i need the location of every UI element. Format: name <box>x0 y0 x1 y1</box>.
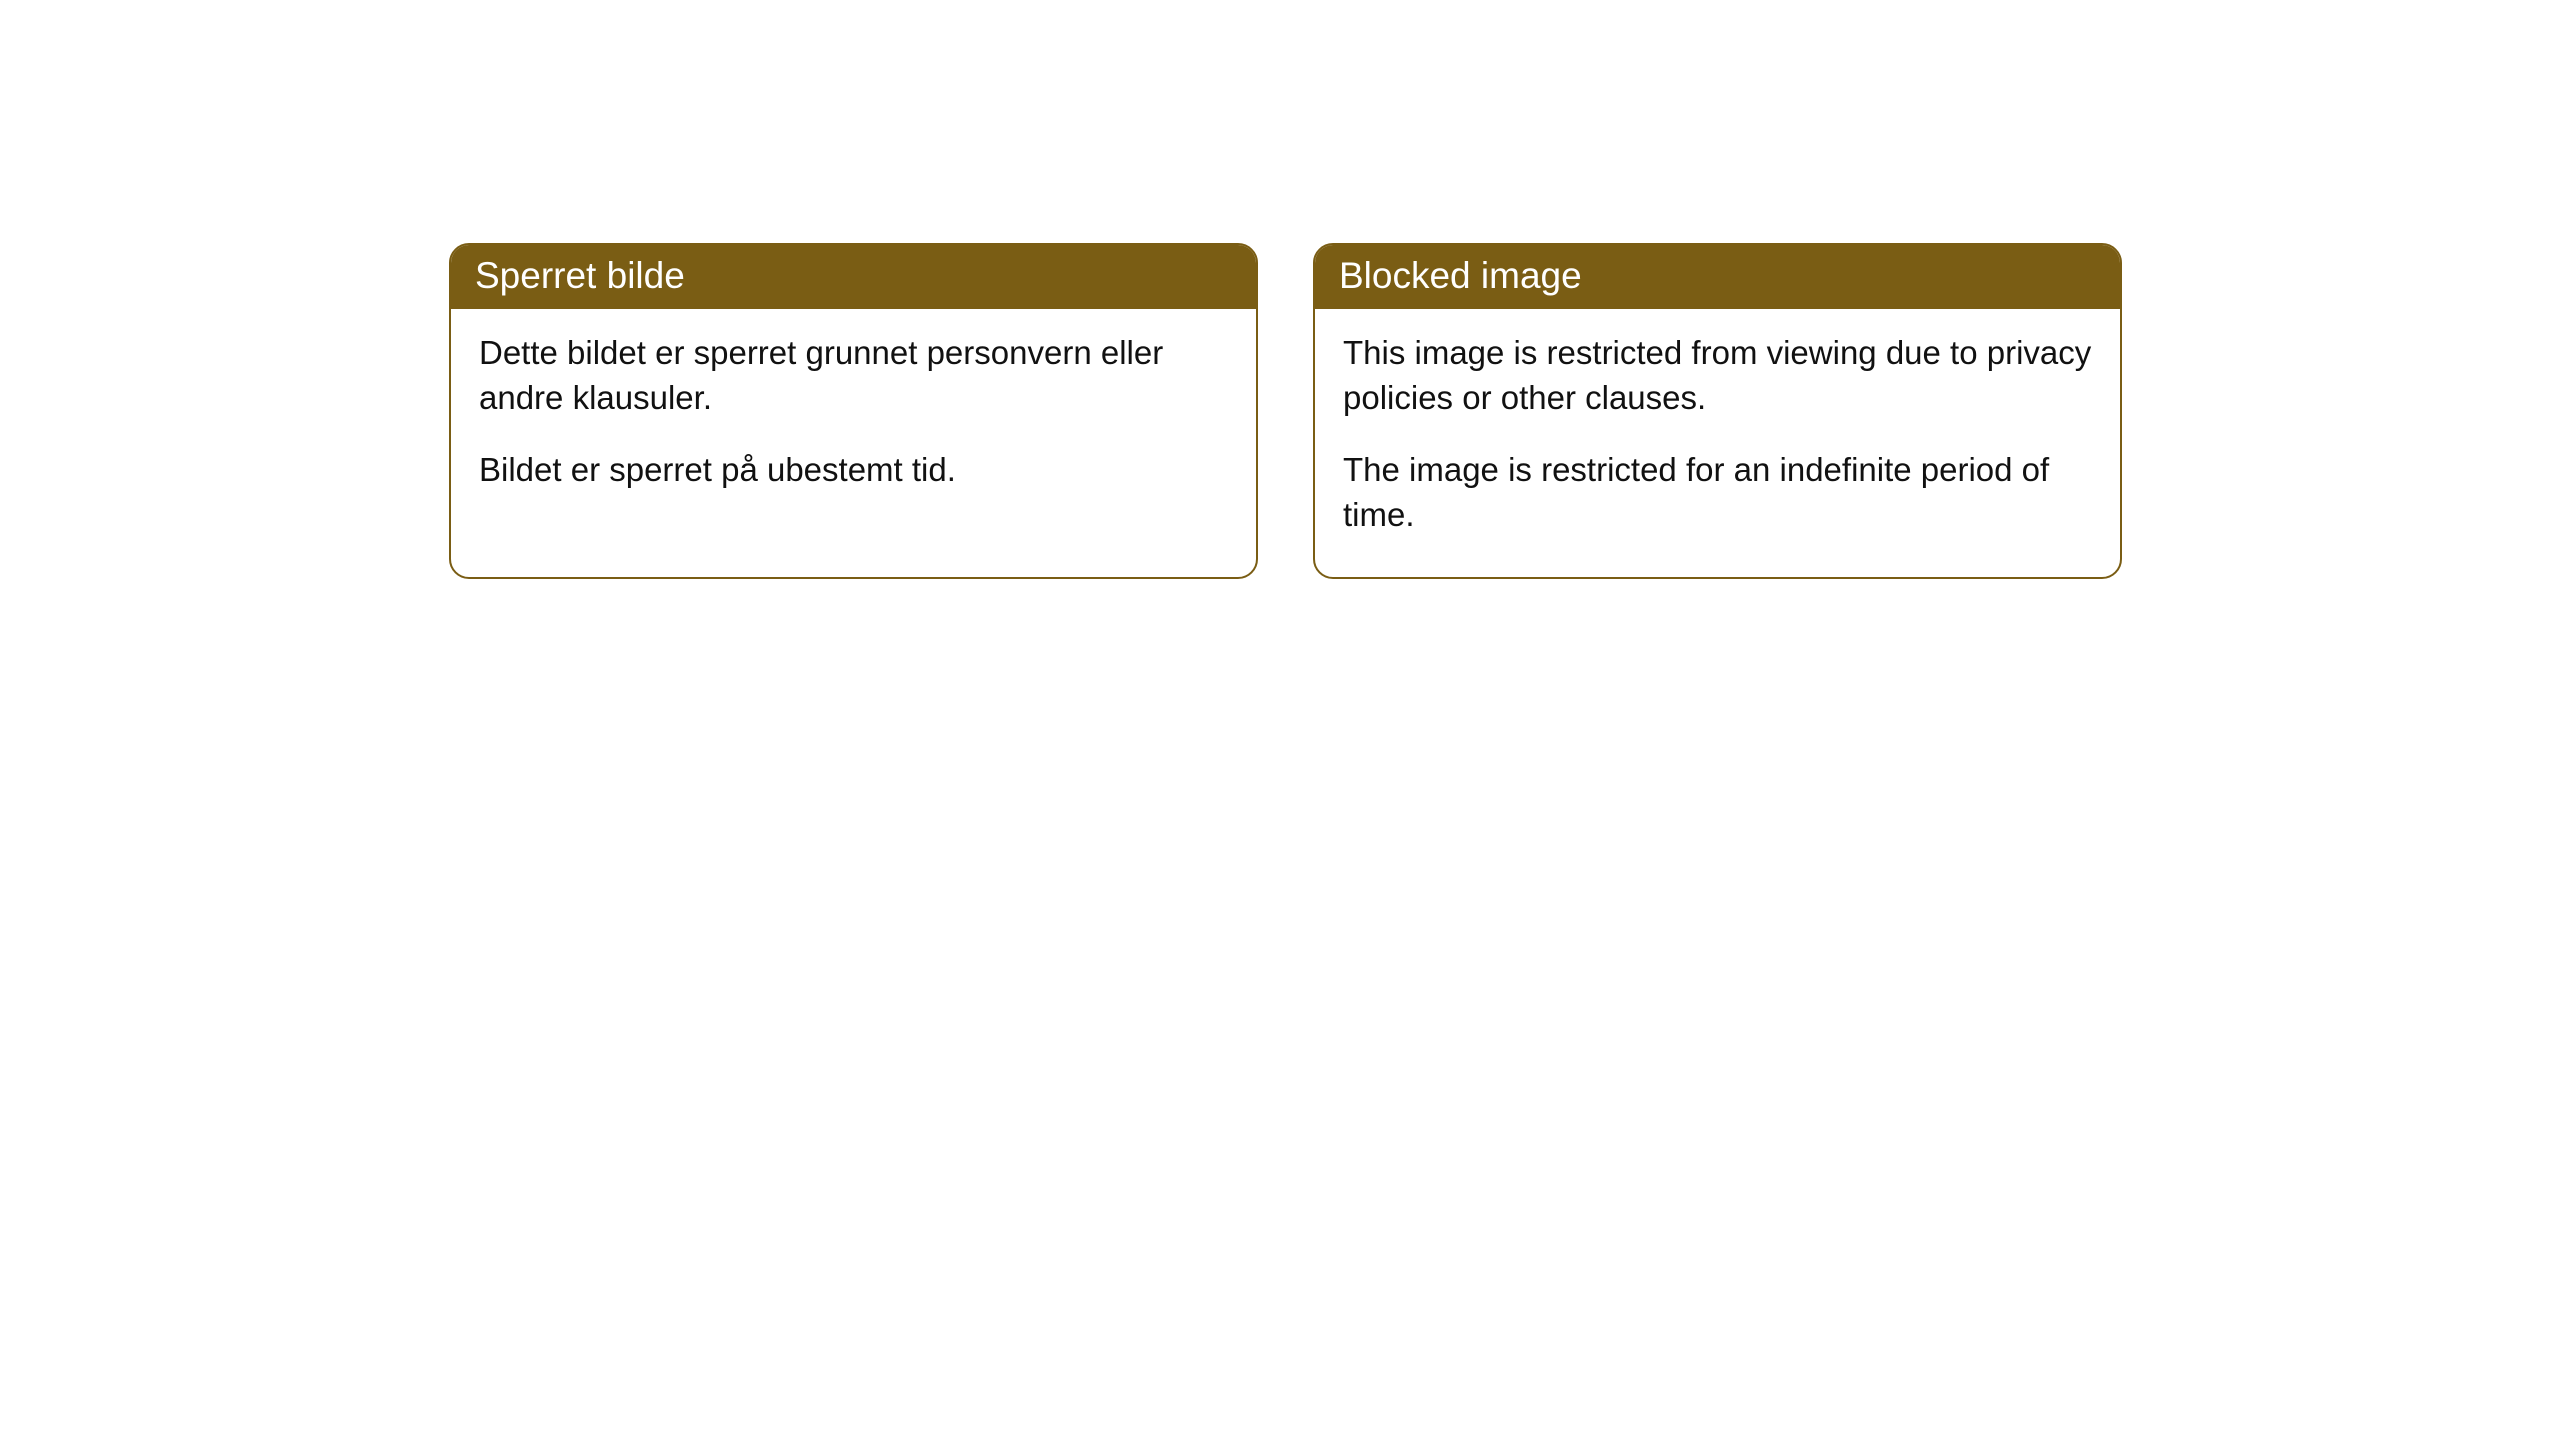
notice-card-english: Blocked image This image is restricted f… <box>1313 243 2122 579</box>
card-paragraph: Bildet er sperret på ubestemt tid. <box>479 448 1228 493</box>
notice-cards-container: Sperret bilde Dette bildet er sperret gr… <box>449 243 2122 579</box>
notice-card-norwegian: Sperret bilde Dette bildet er sperret gr… <box>449 243 1258 579</box>
card-header: Sperret bilde <box>451 245 1256 309</box>
card-paragraph: This image is restricted from viewing du… <box>1343 331 2092 420</box>
card-paragraph: The image is restricted for an indefinit… <box>1343 448 2092 537</box>
card-body: Dette bildet er sperret grunnet personve… <box>451 309 1256 533</box>
card-body: This image is restricted from viewing du… <box>1315 309 2120 577</box>
card-header: Blocked image <box>1315 245 2120 309</box>
card-paragraph: Dette bildet er sperret grunnet personve… <box>479 331 1228 420</box>
